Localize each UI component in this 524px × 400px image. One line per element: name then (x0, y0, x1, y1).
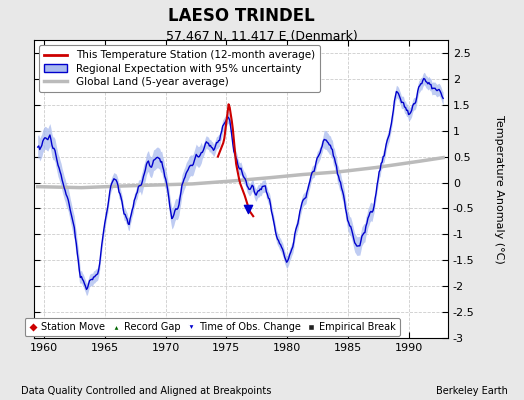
Text: Data Quality Controlled and Aligned at Breakpoints: Data Quality Controlled and Aligned at B… (21, 386, 271, 396)
Point (244, 206, 252, 213)
Text: Berkeley Earth: Berkeley Earth (436, 386, 508, 396)
Text: 57.467 N, 11.417 E (Denmark): 57.467 N, 11.417 E (Denmark) (166, 30, 358, 43)
Legend: Station Move, Record Gap, Time of Obs. Change, Empirical Break: Station Move, Record Gap, Time of Obs. C… (25, 318, 400, 336)
Title: LAESO TRINDEL: LAESO TRINDEL (168, 6, 314, 24)
Y-axis label: Temperature Anomaly (°C): Temperature Anomaly (°C) (494, 115, 504, 263)
